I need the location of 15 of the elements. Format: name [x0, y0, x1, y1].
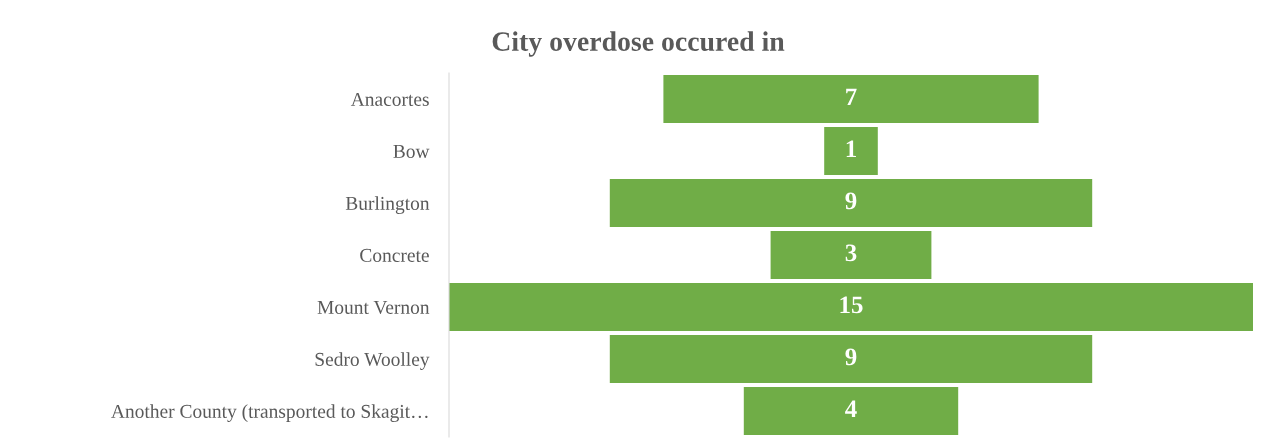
category-label: Another County (transported to Skagit… [111, 404, 428, 422]
category-label: Concrete [360, 248, 429, 262]
category-label: Anacortes [350, 92, 429, 106]
data-label: 1 [846, 140, 856, 158]
data-label: 3 [845, 244, 857, 262]
data-label: 9 [845, 348, 857, 366]
data-label: 9 [845, 192, 857, 210]
category-label: Sedro Woolley [315, 352, 430, 370]
category-label: Burlington [345, 196, 430, 214]
text: City overdose occured in [492, 31, 785, 57]
data-label: 7 [846, 88, 857, 106]
category-label: Mount Vernon [317, 301, 430, 315]
data-label: 15 [840, 296, 863, 314]
data-label: 4 [845, 400, 857, 418]
category-label: Bow [393, 145, 430, 158]
